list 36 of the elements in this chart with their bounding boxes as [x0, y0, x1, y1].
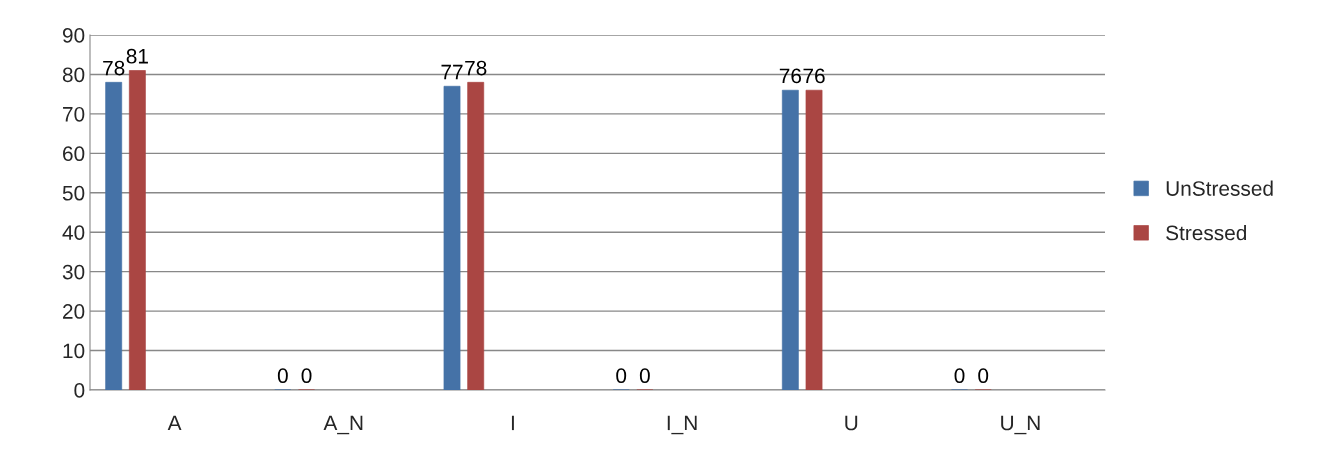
y-tick-label: 40 — [62, 225, 85, 240]
data-label: 0 — [639, 368, 650, 384]
y-tick-label: 30 — [62, 264, 85, 280]
x-tick-label: A_N — [323, 415, 363, 435]
x-tick-label: U_N — [1001, 415, 1040, 435]
data-label: 76 — [803, 68, 825, 84]
x-tick-label: U — [845, 415, 858, 431]
data-label: 81 — [126, 48, 148, 64]
bar — [805, 89, 823, 390]
y-tick-label: 70 — [63, 106, 85, 122]
data-label: 0 — [978, 368, 989, 384]
x-tick-label: I — [511, 415, 514, 431]
bar — [105, 81, 123, 390]
data-label: 78 — [465, 60, 487, 76]
x-tick-label: A — [167, 415, 182, 431]
y-tick-label: 90 — [62, 28, 85, 43]
data-label: 0 — [277, 368, 288, 384]
data-label: 0 — [616, 368, 627, 384]
data-label: 76 — [779, 68, 802, 84]
legend-label: Stressed — [1166, 225, 1247, 241]
bar — [128, 70, 146, 390]
data-label: 78 — [103, 60, 125, 76]
bar — [781, 89, 799, 390]
y-tick-label: 50 — [62, 185, 85, 201]
y-tick-label: 60 — [63, 146, 85, 162]
y-tick-label: 80 — [62, 67, 85, 83]
x-tick-label: I_N — [667, 415, 697, 435]
y-tick-label: 10 — [63, 343, 85, 359]
data-label: 0 — [301, 368, 312, 384]
bar — [467, 81, 485, 390]
data-label: 0 — [954, 368, 965, 384]
data-label: 77 — [441, 64, 463, 80]
y-tick-label: 20 — [63, 304, 85, 319]
legend-label: UnStressed — [1166, 180, 1273, 196]
y-tick-label: 0 — [74, 383, 85, 398]
bar — [443, 85, 461, 390]
